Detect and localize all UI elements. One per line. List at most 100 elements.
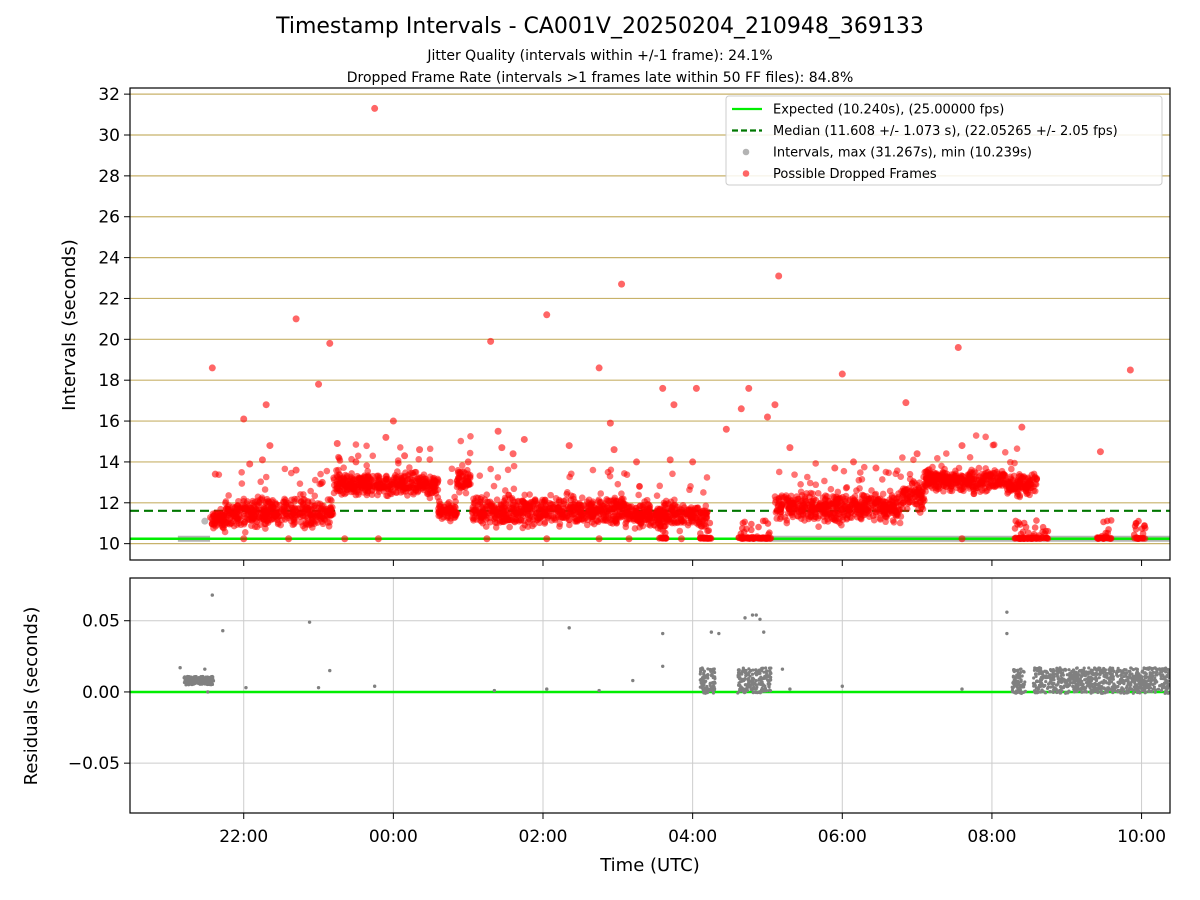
residual-point bbox=[748, 669, 752, 673]
residual-point bbox=[1051, 690, 1055, 694]
dropped-frame-point bbox=[722, 425, 730, 433]
dropped-frame-point bbox=[923, 468, 931, 475]
x-tick-label: 22:00 bbox=[219, 827, 268, 847]
residual-point bbox=[1032, 668, 1037, 672]
dropped-frame-point bbox=[853, 513, 861, 521]
dropped-frame-point bbox=[281, 465, 289, 473]
residual-point bbox=[1073, 680, 1077, 684]
dropped-frame-point bbox=[327, 512, 335, 519]
dropped-frame-point bbox=[300, 491, 307, 498]
residual-point bbox=[1145, 667, 1149, 671]
residual-point bbox=[1093, 689, 1097, 693]
dropped-frame-point bbox=[623, 471, 631, 479]
residual-point bbox=[1039, 669, 1043, 673]
dropped-frame-point bbox=[635, 491, 642, 499]
residual-point bbox=[1143, 671, 1147, 675]
dropped-frame-point bbox=[1016, 470, 1023, 478]
dropped-frame-point bbox=[741, 518, 748, 526]
dropped-frame-point bbox=[938, 462, 945, 470]
dropped-frame-point bbox=[225, 512, 232, 519]
dropped-frame-point bbox=[827, 485, 835, 493]
dropped-frame-point bbox=[560, 500, 568, 508]
dropped-frame-point bbox=[412, 487, 420, 494]
dropped-frame-point bbox=[327, 505, 335, 513]
residual-point bbox=[705, 675, 709, 679]
dropped-frame-point bbox=[1018, 423, 1026, 431]
dropped-frame-point bbox=[549, 503, 557, 511]
dropped-frame-point bbox=[786, 444, 794, 452]
residual-point bbox=[1131, 691, 1135, 695]
residual-point bbox=[1065, 685, 1069, 689]
residual-point bbox=[244, 685, 248, 690]
dropped-frame-point bbox=[323, 467, 331, 475]
dropped-frame-point bbox=[865, 506, 872, 514]
residual-point bbox=[1129, 666, 1133, 670]
residual-point bbox=[1109, 688, 1113, 692]
dropped-frame-point bbox=[843, 484, 851, 491]
dropped-frame-point bbox=[834, 488, 842, 496]
dropped-frame-point bbox=[1024, 489, 1032, 497]
residual-point bbox=[707, 688, 711, 693]
residual-point bbox=[1010, 685, 1014, 689]
residual-point bbox=[661, 631, 665, 636]
dropped-frame-point bbox=[302, 519, 309, 527]
residual-point bbox=[1049, 677, 1053, 681]
dropped-frame-point bbox=[1032, 535, 1040, 542]
residual-point bbox=[1138, 684, 1142, 689]
dropped-frame-point bbox=[777, 505, 785, 513]
dropped-frame-point bbox=[958, 472, 966, 480]
dropped-frame-point bbox=[299, 499, 307, 507]
dropped-frame-point bbox=[1001, 448, 1009, 456]
dropped-frame-point bbox=[262, 473, 270, 481]
y-tick-label: 26 bbox=[98, 208, 120, 228]
legend-entry-label: Possible Dropped Frames bbox=[773, 167, 937, 182]
residual-point bbox=[1096, 672, 1100, 676]
dropped-frame-point bbox=[374, 481, 382, 489]
residual-point bbox=[1068, 674, 1072, 679]
dropped-frame-point bbox=[972, 432, 980, 439]
residual-point bbox=[1021, 682, 1025, 686]
residual-point bbox=[1020, 674, 1024, 678]
dropped-frame-point bbox=[831, 498, 839, 506]
dropped-frame-point bbox=[958, 535, 966, 543]
dropped-frame-point bbox=[856, 469, 864, 476]
dropped-frame-point bbox=[367, 481, 375, 489]
residual-point bbox=[754, 690, 758, 695]
dropped-frame-point bbox=[661, 518, 668, 525]
dropped-frame-point bbox=[878, 476, 886, 483]
residual-point bbox=[1144, 681, 1148, 685]
dropped-frame-point bbox=[933, 474, 941, 481]
residual-point bbox=[1042, 684, 1046, 688]
dropped-frame-point bbox=[575, 515, 583, 523]
dropped-frame-point bbox=[547, 512, 555, 519]
dropped-frame-point bbox=[954, 343, 962, 351]
dropped-frame-point bbox=[404, 492, 411, 499]
residual-point bbox=[754, 673, 759, 677]
y-tick-label: 0.00 bbox=[82, 683, 120, 703]
residual-point bbox=[698, 685, 702, 689]
residual-point bbox=[1074, 674, 1078, 679]
dropped-frame-point bbox=[572, 505, 580, 512]
residual-point bbox=[1145, 684, 1149, 689]
residual-point bbox=[751, 668, 755, 672]
dropped-frame-point bbox=[246, 460, 254, 468]
dropped-frame-point bbox=[670, 509, 677, 516]
residual-point bbox=[1075, 682, 1080, 686]
dropped-frame-point bbox=[689, 514, 697, 521]
residual-point bbox=[1129, 676, 1133, 680]
residual-point bbox=[1010, 688, 1015, 692]
residuals-y-axis-label: Residuals (seconds) bbox=[21, 607, 42, 786]
dropped-frame-point bbox=[552, 494, 560, 502]
dropped-frame-point bbox=[427, 479, 435, 487]
dropped-frame-point bbox=[949, 480, 957, 487]
dropped-frame-point bbox=[1016, 492, 1024, 499]
dropped-frame-point bbox=[277, 521, 284, 529]
dropped-frame-point bbox=[1033, 475, 1041, 482]
dropped-frame-point bbox=[590, 510, 598, 517]
residual-point bbox=[1050, 673, 1055, 677]
y-tick-label: −0.05 bbox=[68, 754, 120, 774]
dropped-frame-point bbox=[922, 488, 929, 495]
dropped-frame-point bbox=[899, 499, 906, 506]
residual-point bbox=[372, 684, 377, 688]
residual-point bbox=[316, 685, 321, 690]
